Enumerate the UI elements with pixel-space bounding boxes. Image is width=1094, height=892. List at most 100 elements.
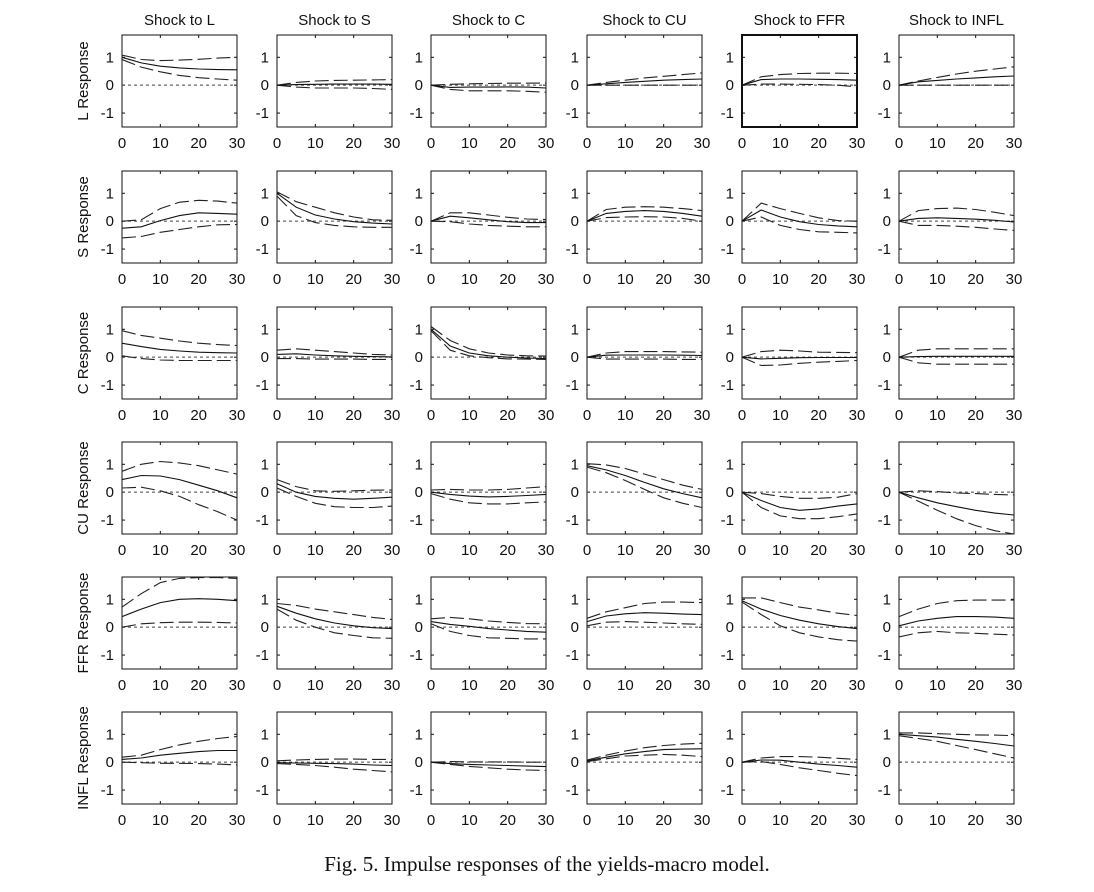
upper-band-line	[586, 351, 703, 358]
estimate-line	[276, 605, 393, 630]
x-tick-label: 10	[929, 135, 946, 152]
estimate-line	[898, 733, 1015, 747]
upper-band-line	[276, 191, 393, 221]
y-tick-label: -1	[878, 377, 891, 394]
y-tick-label: -1	[878, 241, 891, 258]
x-tick-label: 0	[895, 407, 903, 424]
estimate-line	[121, 342, 238, 354]
x-tick-label: 10	[617, 271, 634, 288]
y-tick-label: 0	[106, 213, 114, 230]
upper-band-line	[430, 212, 547, 222]
y-tick-label: 1	[106, 49, 114, 66]
y-tick-label: -1	[721, 782, 734, 799]
x-tick-label: 20	[345, 135, 362, 152]
y-tick-label: -1	[566, 377, 579, 394]
y-tick-label: 0	[261, 484, 269, 501]
x-tick-label: 20	[655, 812, 672, 829]
panel-frame	[586, 306, 703, 400]
estimate-line	[430, 621, 547, 633]
y-tick-label: 1	[571, 321, 579, 338]
y-tick-label: 1	[415, 185, 423, 202]
estimate-line	[898, 217, 1015, 223]
upper-band-line	[586, 206, 703, 222]
y-tick-label: 0	[415, 349, 423, 366]
x-tick-label: 0	[895, 812, 903, 829]
x-tick-label: 0	[427, 135, 435, 152]
y-tick-label: 1	[106, 591, 114, 608]
y-tick-label: 1	[571, 456, 579, 473]
lower-band-line	[430, 330, 547, 360]
x-tick-label: 0	[895, 271, 903, 288]
y-tick-label: -1	[410, 241, 423, 258]
lower-band-line	[121, 223, 238, 239]
y-tick-label: 0	[415, 754, 423, 771]
y-tick-label: -1	[410, 512, 423, 529]
lower-band-line	[121, 621, 238, 628]
y-tick-label: 0	[571, 349, 579, 366]
x-tick-label: 30	[1006, 542, 1023, 559]
x-tick-label: 30	[1006, 271, 1023, 288]
x-tick-label: 30	[384, 135, 401, 152]
x-tick-label: 10	[307, 407, 324, 424]
y-tick-label: -1	[101, 377, 114, 394]
estimate-line	[276, 192, 393, 225]
y-tick-label: 0	[106, 77, 114, 94]
y-tick-label: 1	[571, 185, 579, 202]
x-tick-label: 20	[345, 542, 362, 559]
estimate-line	[430, 84, 547, 89]
panel-frame	[586, 711, 703, 805]
x-tick-label: 30	[694, 542, 711, 559]
lower-band-line	[898, 356, 1014, 365]
x-tick-label: 0	[583, 135, 591, 152]
x-tick-label: 20	[967, 271, 984, 288]
x-tick-label: 20	[499, 135, 516, 152]
x-tick-label: 10	[929, 407, 946, 424]
upper-band-line	[276, 348, 393, 356]
x-tick-label: 10	[617, 542, 634, 559]
upper-band-line	[586, 463, 703, 490]
x-tick-label: 10	[929, 677, 946, 694]
y-tick-label: 0	[571, 213, 579, 230]
x-tick-label: 30	[229, 812, 246, 829]
y-tick-label: 1	[726, 726, 734, 743]
upper-band-line	[430, 761, 546, 763]
y-tick-label: 1	[106, 185, 114, 202]
upper-band-line	[898, 490, 1015, 496]
x-tick-label: 0	[118, 812, 126, 829]
x-tick-label: 30	[849, 542, 866, 559]
estimate-line	[121, 474, 238, 499]
y-tick-label: -1	[721, 647, 734, 664]
lower-band-line	[121, 355, 237, 362]
x-tick-label: 20	[190, 407, 207, 424]
y-tick-label: 1	[261, 456, 269, 473]
x-tick-label: 20	[190, 271, 207, 288]
x-tick-label: 10	[461, 407, 478, 424]
y-tick-label: -1	[410, 377, 423, 394]
upper-band-line	[898, 348, 1014, 358]
y-tick-label: 1	[571, 726, 579, 743]
y-tick-label: -1	[256, 241, 269, 258]
y-tick-label: 0	[261, 349, 269, 366]
upper-band-line	[121, 330, 238, 347]
y-tick-label: -1	[721, 512, 734, 529]
x-tick-label: 10	[772, 407, 789, 424]
panel-frame	[898, 711, 1015, 805]
lower-band-line	[276, 763, 393, 773]
lower-band-line	[121, 486, 238, 521]
y-tick-label: -1	[101, 512, 114, 529]
panel-frame	[276, 576, 393, 670]
x-tick-label: 0	[583, 812, 591, 829]
lower-band-line	[430, 84, 547, 93]
x-tick-label: 0	[273, 812, 281, 829]
x-tick-label: 30	[1006, 135, 1023, 152]
column-title: Shock to S	[298, 12, 371, 29]
panel-frame	[276, 711, 393, 805]
x-tick-label: 30	[849, 677, 866, 694]
x-tick-label: 10	[617, 407, 634, 424]
y-tick-label: 0	[726, 77, 734, 94]
